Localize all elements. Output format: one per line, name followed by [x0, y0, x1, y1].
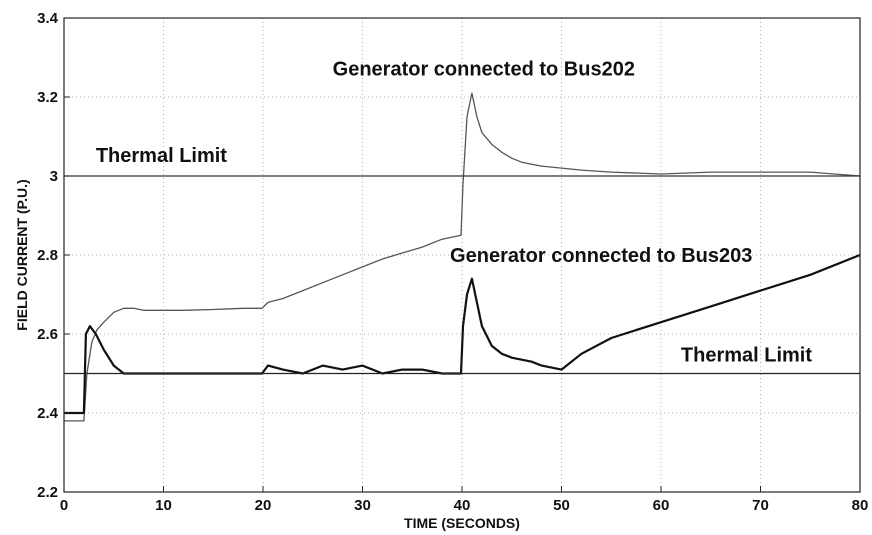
y-tick-label: 2.6 [37, 326, 58, 343]
x-tick-label: 20 [255, 497, 272, 514]
annotation-2: Thermal Limit [96, 145, 227, 167]
y-tick-label: 2.8 [37, 247, 58, 264]
series-line-1 [64, 92, 861, 422]
y-tick-label: 2.4 [37, 405, 59, 422]
x-tick-label: 10 [155, 497, 172, 514]
y-tick-label: 3.2 [37, 89, 58, 106]
x-tick-label: 60 [653, 497, 670, 514]
y-tick-label: 2.2 [37, 484, 58, 501]
x-tick-label: 70 [752, 497, 769, 514]
y-tick-label: 3.4 [37, 10, 59, 27]
y-axis-label: FIELD CURRENT (P.U.) [14, 179, 30, 330]
y-tick-label: 3 [50, 168, 58, 185]
x-tick-label: 30 [354, 497, 371, 514]
annotation-1: Generator connected to Bus202 [333, 58, 635, 80]
x-tick-label: 0 [60, 497, 68, 514]
x-tick-label: 40 [454, 497, 471, 514]
x-tick-label: 80 [852, 497, 869, 514]
x-axis-label: TIME (SECONDS) [404, 515, 520, 531]
annotation-4: Thermal Limit [681, 345, 812, 367]
annotation-3: Generator connected to Bus203 [450, 245, 752, 267]
x-tick-label: 50 [553, 497, 570, 514]
